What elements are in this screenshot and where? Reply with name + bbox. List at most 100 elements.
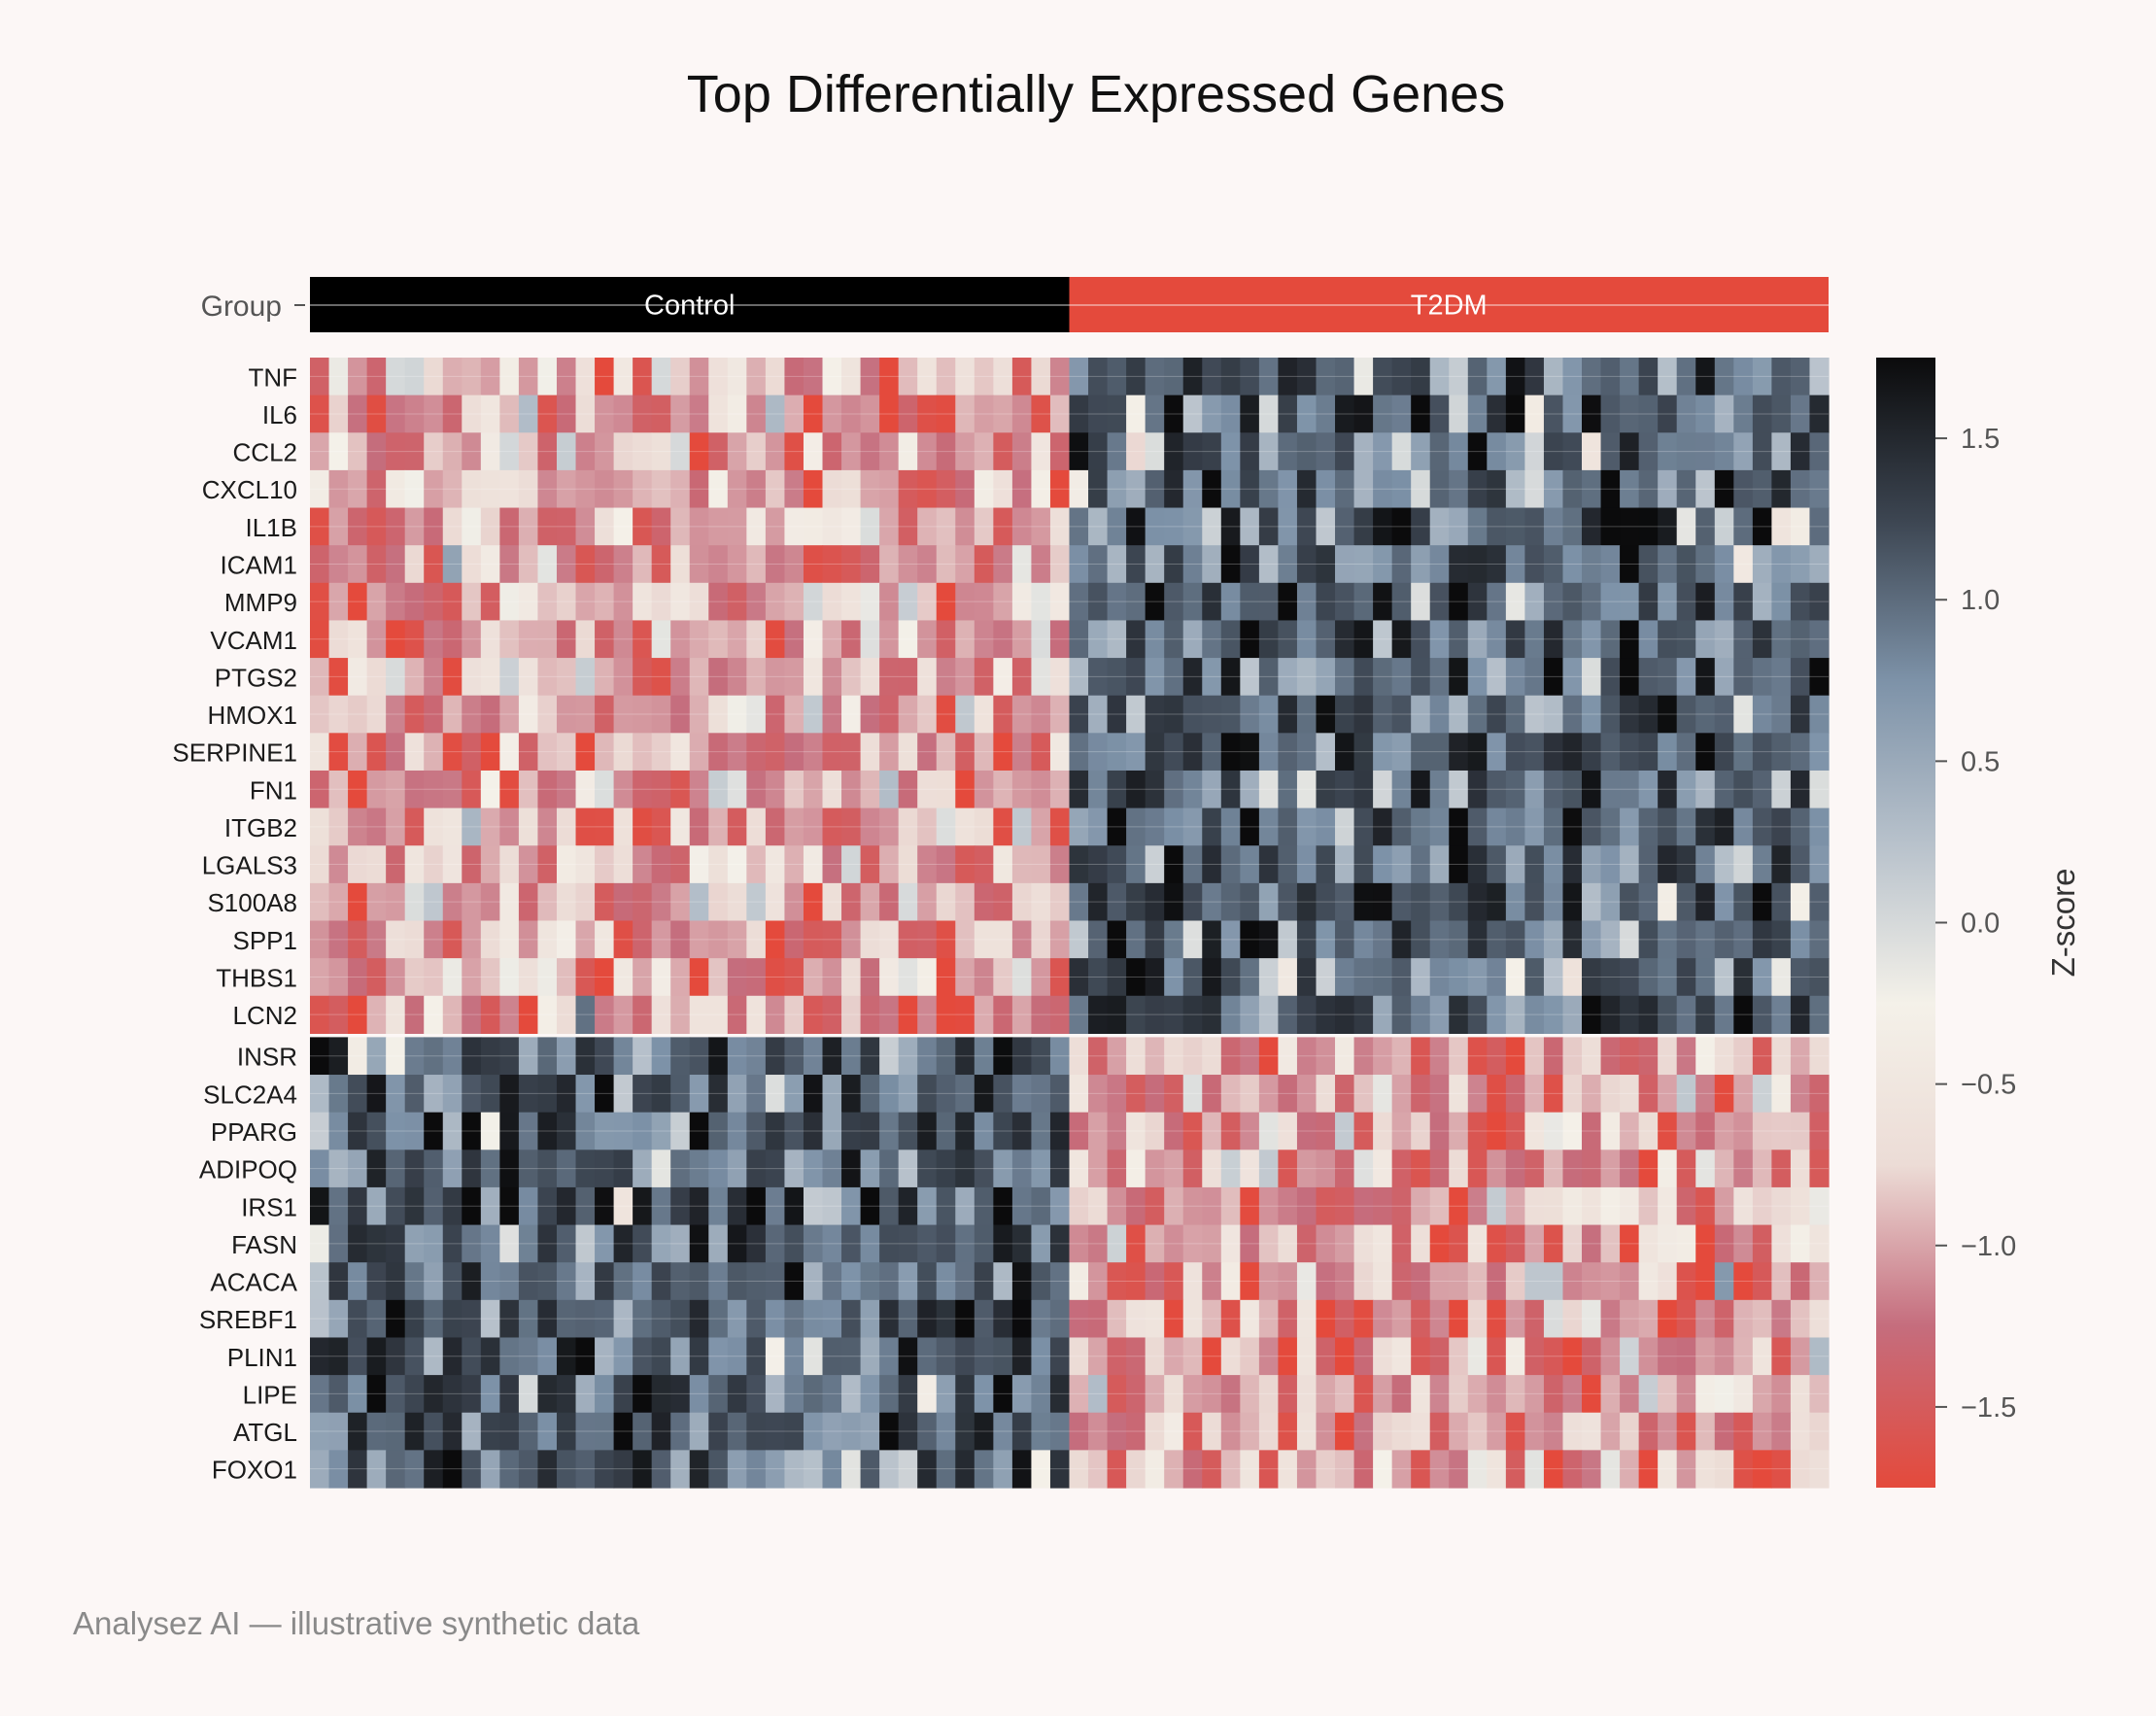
heatmap-cell <box>424 1375 444 1414</box>
heatmap-cell <box>1620 620 1640 659</box>
heatmap-cell <box>1107 995 1127 1034</box>
heatmap-cell <box>1658 845 1678 884</box>
heatmap-cell <box>841 920 862 959</box>
heatmap-cell <box>1011 1037 1033 1076</box>
heatmap-cell <box>670 1150 691 1188</box>
heatmap-cell <box>404 1150 425 1188</box>
heatmap-cell <box>537 432 558 471</box>
heatmap-cell <box>1335 958 1355 997</box>
heatmap-cell <box>1391 1299 1412 1339</box>
heatmap-cell <box>442 620 462 659</box>
heatmap-cell <box>442 1112 462 1150</box>
heatmap-cell <box>613 1299 633 1339</box>
heatmap-cell <box>556 469 577 509</box>
heatmap-cell <box>386 432 406 471</box>
heatmap-cell <box>898 620 918 659</box>
heatmap-cell <box>537 1412 558 1451</box>
heatmap-cell <box>310 507 330 546</box>
heatmap-cell <box>1069 545 1089 584</box>
heatmap-cell <box>1733 1375 1754 1414</box>
heatmap-cell <box>1278 1450 1298 1489</box>
heatmap-cell <box>689 1299 709 1339</box>
heatmap-cell <box>1031 358 1051 396</box>
heatmap-cell <box>974 395 994 433</box>
heatmap-cell <box>1049 807 1071 846</box>
heatmap-cell <box>1752 1075 1772 1114</box>
heatmap-cell <box>1582 920 1602 959</box>
heatmap-cell <box>348 1337 368 1376</box>
heatmap-cell <box>537 1450 558 1489</box>
heatmap-cell <box>1088 1337 1109 1376</box>
heatmap-cell <box>1391 1112 1412 1150</box>
heatmap-cell <box>1049 507 1071 546</box>
heatmap-cell <box>537 1150 558 1188</box>
heatmap-cell <box>1031 1337 1051 1376</box>
heatmap-cell <box>1638 1150 1659 1188</box>
heatmap-cell <box>1638 432 1659 471</box>
heatmap-cell <box>993 620 1013 659</box>
heatmap-cell <box>442 432 462 471</box>
heatmap-cell <box>1088 1450 1109 1489</box>
heatmap-cell <box>860 582 880 622</box>
heatmap-cell <box>1296 733 1318 772</box>
heatmap-cell <box>1733 1262 1754 1301</box>
heatmap-cell <box>1411 620 1431 659</box>
heatmap-cell <box>1088 1186 1109 1226</box>
heatmap-cell <box>651 1186 671 1226</box>
heatmap-cell <box>1296 1150 1318 1188</box>
heatmap-cell <box>746 545 767 584</box>
heatmap-cell <box>1164 582 1184 622</box>
heatmap-cell <box>1467 1075 1488 1114</box>
heatmap-cell <box>1771 582 1792 622</box>
heatmap-cell <box>993 770 1013 809</box>
colorbar-tick-label: 1.0 <box>1961 585 2000 616</box>
heatmap-cell <box>328 507 349 546</box>
heatmap-cell <box>424 1037 444 1076</box>
heatmap-cell <box>1107 432 1127 471</box>
heatmap-cell <box>917 358 938 396</box>
heatmap-cell <box>348 432 368 471</box>
heatmap-cell <box>651 358 671 396</box>
heatmap-cell <box>1220 958 1241 997</box>
heatmap-cell <box>917 1224 938 1263</box>
gene-label: LCN2 <box>233 1001 297 1030</box>
heatmap-cell <box>1316 1112 1336 1150</box>
heatmap-cell <box>1145 770 1165 809</box>
heatmap-cell <box>1391 1075 1412 1114</box>
heatmap-cell <box>727 507 747 546</box>
heatmap-cell <box>366 358 387 396</box>
heatmap-cell <box>1069 395 1089 433</box>
group-axis-label: Group <box>201 291 282 323</box>
heatmap-cell <box>1240 807 1260 846</box>
heatmap-cell <box>974 1412 994 1451</box>
heatmap-cell <box>1145 469 1165 509</box>
heatmap-cell <box>1676 358 1696 396</box>
heatmap-cell <box>386 695 406 734</box>
heatmap-cell <box>1790 1262 1811 1301</box>
heatmap-cell <box>1449 1186 1469 1226</box>
heatmap-cell <box>879 1186 900 1226</box>
heatmap-cell <box>803 1262 824 1301</box>
heatmap-cell <box>993 395 1013 433</box>
heatmap-cell <box>1202 395 1222 433</box>
heatmap-cell <box>1278 1186 1298 1226</box>
heatmap-cell <box>993 1262 1013 1301</box>
heatmap-cell <box>936 1412 956 1451</box>
heatmap-cell <box>1335 1450 1355 1489</box>
heatmap-cell <box>462 1150 482 1188</box>
heatmap-cell <box>1164 695 1184 734</box>
heatmap-cell <box>841 1412 862 1451</box>
heatmap-cell <box>765 1412 786 1451</box>
heatmap-cell <box>1733 395 1754 433</box>
heatmap-cell <box>1069 845 1089 884</box>
heatmap-cell <box>386 1337 406 1376</box>
heatmap-cell <box>1069 1037 1089 1076</box>
heatmap-cell <box>1600 469 1621 509</box>
heatmap-cell <box>1126 545 1146 584</box>
heatmap-cell <box>1316 882 1336 922</box>
heatmap-cell <box>1467 807 1488 846</box>
heatmap-cell <box>480 958 500 997</box>
heatmap-cell <box>1126 995 1146 1034</box>
heatmap-cell <box>651 1299 671 1339</box>
heatmap-cell <box>613 882 633 922</box>
